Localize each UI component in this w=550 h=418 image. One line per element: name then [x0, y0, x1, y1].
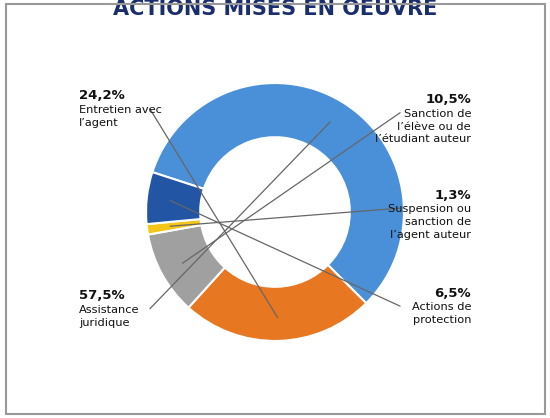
Text: 1,3%: 1,3%: [434, 189, 471, 201]
Title: ACTIONS MISES EN OEUVRE: ACTIONS MISES EN OEUVRE: [113, 0, 437, 19]
Wedge shape: [146, 172, 204, 224]
Wedge shape: [189, 265, 366, 341]
Text: 6,5%: 6,5%: [434, 287, 471, 300]
Text: Actions de
protection: Actions de protection: [411, 302, 471, 325]
Text: 10,5%: 10,5%: [425, 93, 471, 106]
Text: Entretien avec
l’agent: Entretien avec l’agent: [79, 105, 162, 128]
Text: 24,2%: 24,2%: [79, 89, 125, 102]
Wedge shape: [152, 83, 404, 303]
Wedge shape: [147, 219, 201, 234]
Text: 57,5%: 57,5%: [79, 289, 125, 302]
Text: Assistance
juridique: Assistance juridique: [79, 305, 140, 328]
Wedge shape: [148, 225, 225, 308]
Text: Sanction de
l’élève ou de
l’étudiant auteur: Sanction de l’élève ou de l’étudiant aut…: [375, 109, 471, 145]
Text: Suspension ou
sanction de
l’agent auteur: Suspension ou sanction de l’agent auteur: [388, 204, 471, 240]
